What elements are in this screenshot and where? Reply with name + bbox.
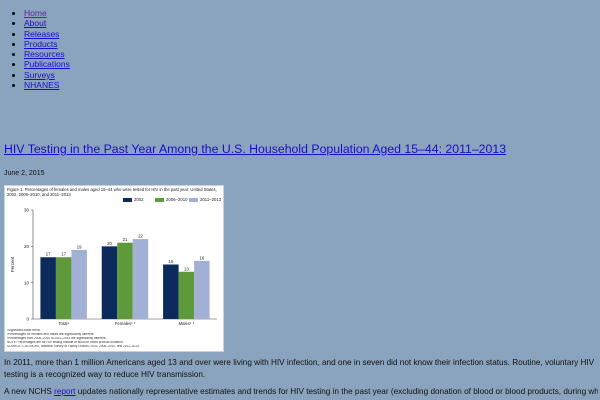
figure-note: SOURCE: CDC/NCHS, National Survey of Fam… — [7, 344, 140, 348]
bar-chart: 0 10 20 30 Percent 2002 2006–2010 2011–2013 17 17… — [10, 197, 222, 326]
nav-link-nhanes[interactable]: NHANES — [24, 80, 60, 91]
data-label: 13 — [184, 266, 189, 271]
bar — [178, 271, 195, 319]
nav-link-about[interactable]: About — [24, 18, 47, 29]
figure-note: ³Percentages from 2006–2010 to 2011–2013… — [7, 336, 107, 340]
x-tick-label: Females¹ ² — [115, 321, 136, 326]
nav-item-publications: Publications — [24, 59, 70, 69]
legend-swatch — [123, 198, 132, 202]
data-label: 20 — [107, 241, 112, 246]
bar — [71, 249, 87, 319]
figure-note: ¹Significant linear trend. — [7, 329, 41, 332]
nav-item-resources: Resources — [24, 49, 70, 59]
post-date: June 2, 2015 — [4, 170, 45, 177]
nav-link-surveys[interactable]: Surveys — [24, 69, 55, 80]
legend-label: 2002 — [134, 197, 144, 202]
nav-link-home[interactable]: Home — [24, 8, 47, 18]
nav-item-releases: Releases — [24, 29, 70, 39]
nav-item-products: Products — [24, 39, 70, 49]
x-tick-label: Total¹ — [58, 321, 69, 326]
y-axis-label: Percent — [10, 256, 15, 272]
nav-link-releases[interactable]: Releases — [24, 28, 60, 39]
data-label: 21 — [123, 237, 128, 242]
nav-item-nhanes: NHANES — [24, 80, 70, 90]
report-link[interactable]: report — [54, 387, 76, 396]
y-tick-label: 20 — [24, 244, 30, 249]
figure-caption: Figure 1. Percentages of females and mal… — [7, 187, 217, 197]
bar — [132, 239, 149, 319]
y-tick-label: 10 — [24, 280, 30, 285]
bar — [55, 257, 72, 319]
figure-note: NOTE: Percentages are for HIV testing ou… — [7, 340, 124, 344]
body-paragraph-2-start: A new NCHS — [4, 387, 55, 396]
data-label: 17 — [61, 252, 66, 257]
data-label: 16 — [199, 255, 204, 260]
data-label: 19 — [77, 244, 82, 249]
nav-link-products[interactable]: Products — [24, 38, 58, 49]
post-title-link[interactable]: HIV Testing in the Past Year Among the U… — [4, 142, 507, 156]
bar — [117, 242, 133, 319]
post-title: HIV Testing in the Past Year Among the U… — [4, 142, 506, 156]
body-paragraph-2-end: updates nationally representative estima… — [75, 387, 598, 396]
figure[interactable]: Figure 1. Percentages of females and mal… — [4, 185, 224, 352]
figure-note: ²Percentages for females and males are s… — [7, 332, 95, 336]
body-paragraph-2: A new NCHS report updates nationally rep… — [4, 386, 598, 398]
legend-swatch — [189, 198, 198, 202]
nav-link-publications[interactable]: Publications — [24, 59, 70, 70]
y-tick-label: 30 — [24, 208, 30, 213]
legend-label: 2006–2010 — [166, 197, 188, 202]
x-tick-label: Males¹ ³ — [179, 321, 195, 326]
data-label: 15 — [168, 259, 173, 264]
data-label: 22 — [138, 234, 143, 239]
body-paragraph-1: In 2011, more than 1 million Americans a… — [4, 358, 595, 379]
bar — [163, 264, 179, 319]
nav-item-home: Home — [24, 8, 70, 18]
nav-link-resources[interactable]: Resources — [24, 49, 65, 60]
figure-notes: ¹Significant linear trend. ²Percentages … — [7, 329, 221, 349]
nav-item-about: About — [24, 18, 70, 28]
site-nav: Home About Releases Products Resources P… — [10, 8, 70, 90]
bar — [194, 260, 210, 319]
legend-label: 2011–2013 — [200, 197, 222, 202]
nav-item-surveys: Surveys — [24, 70, 70, 80]
legend-swatch — [155, 198, 164, 202]
bar — [101, 246, 118, 319]
data-label: 17 — [46, 252, 51, 257]
bar — [40, 257, 56, 319]
y-tick-label: 0 — [26, 317, 29, 322]
